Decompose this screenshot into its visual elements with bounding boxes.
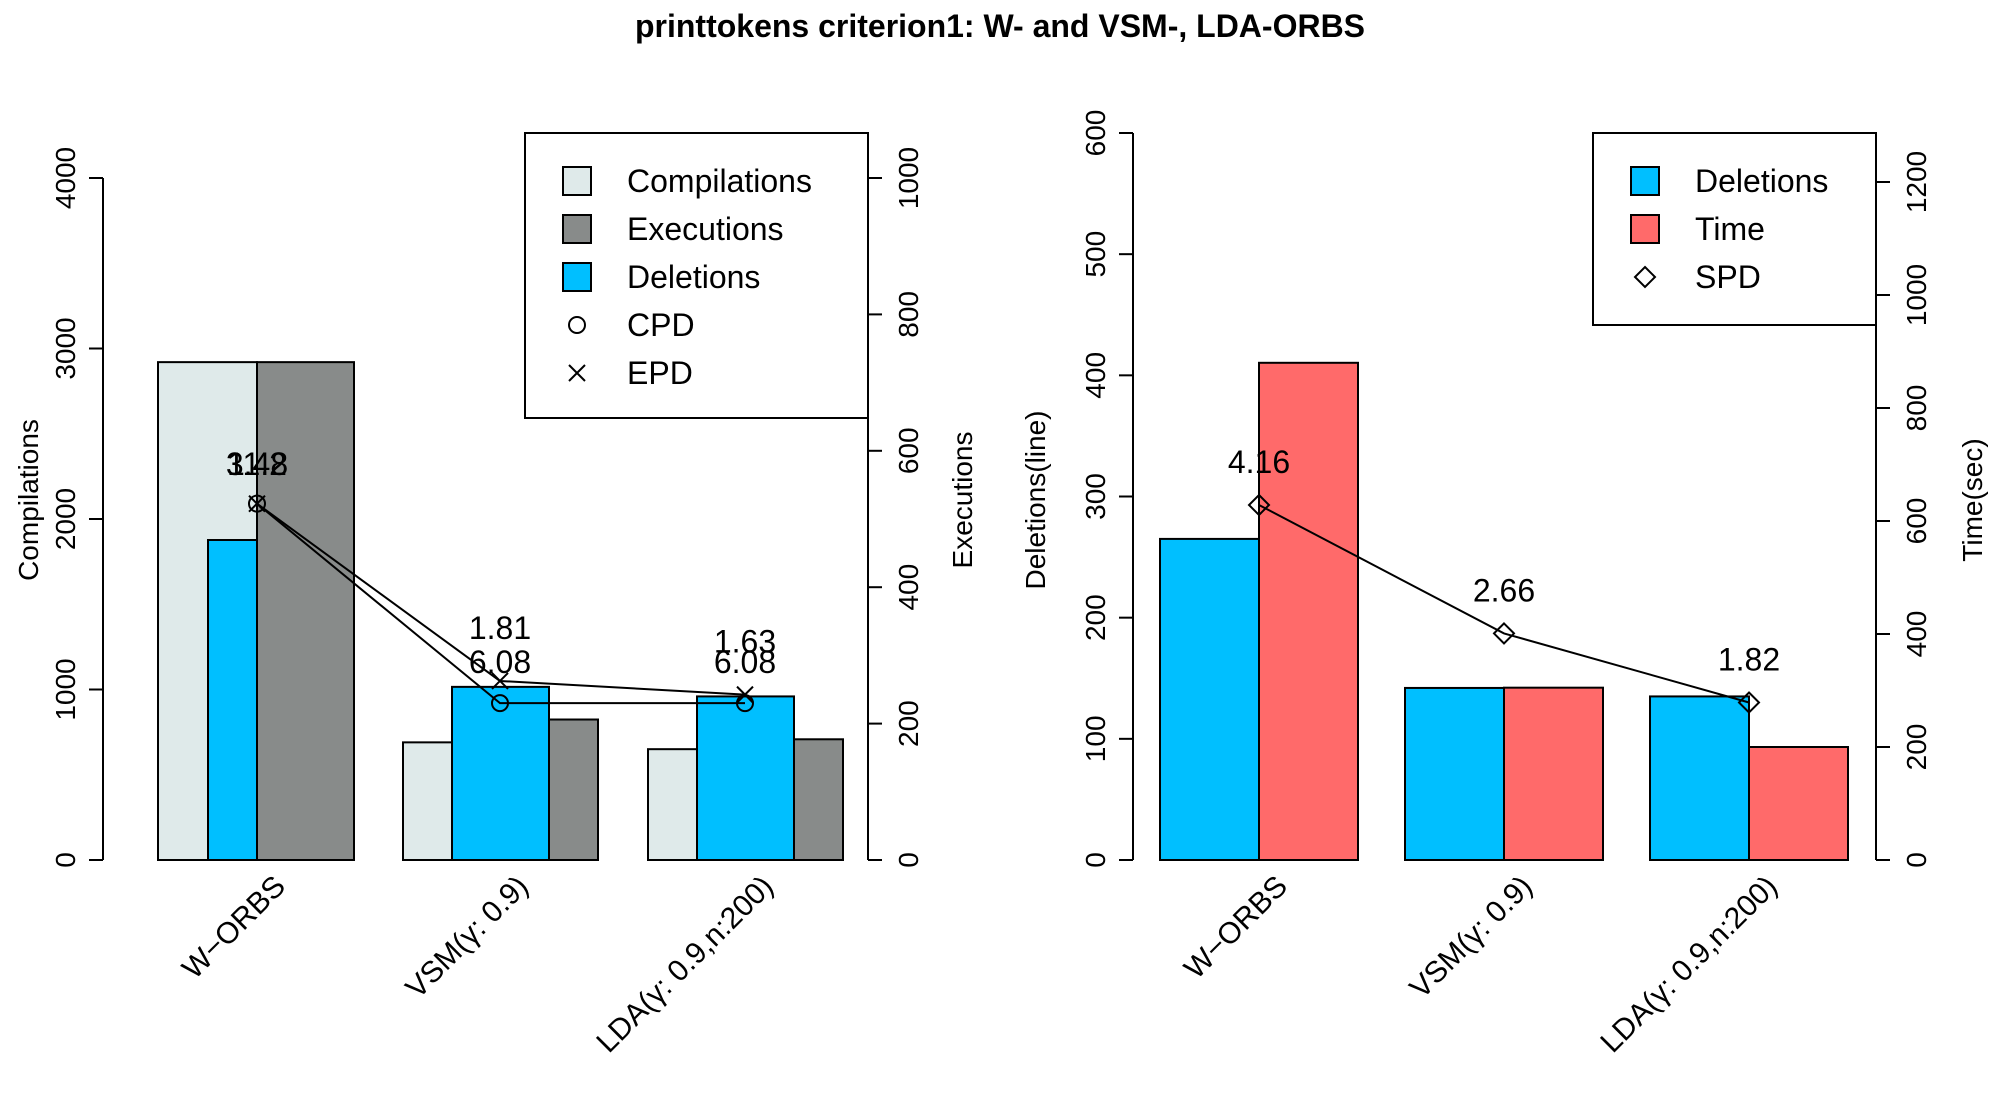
y-tick-label-right: 200 bbox=[893, 700, 924, 747]
legend-label-cpd: CPD bbox=[627, 307, 695, 343]
data-label-spd: 1.82 bbox=[1718, 641, 1780, 677]
data-label-cpd: 6.08 bbox=[714, 644, 776, 680]
legend-label-time: Time bbox=[1695, 211, 1765, 247]
y-tick-label-right: 800 bbox=[1901, 385, 1932, 432]
data-label-spd: 4.16 bbox=[1228, 444, 1290, 480]
legend-swatch-executions bbox=[562, 214, 592, 244]
y-tick-label-right: 200 bbox=[1901, 724, 1932, 771]
y-tick-label-left: 600 bbox=[1080, 110, 1111, 157]
bar-time-1 bbox=[1503, 686, 1604, 861]
y-tick-label-left: 0 bbox=[50, 852, 81, 868]
data-label-epd: 1.63 bbox=[714, 624, 776, 660]
bar-compilations-1 bbox=[402, 741, 453, 861]
line-cpd bbox=[256, 502, 745, 705]
y-tick-label-right: 800 bbox=[893, 291, 924, 338]
marker-cpd-0 bbox=[248, 494, 266, 513]
legend-label-deletions: Deletions bbox=[1695, 163, 1828, 199]
page-title: printtokens criterion1: W- and VSM-, LDA… bbox=[634, 8, 1366, 44]
y-axis-label-left: Compilations bbox=[13, 419, 44, 581]
x-tick-label: LDA(γ: 0.9,n:200) bbox=[590, 870, 780, 1060]
y-tick-label-right: 1200 bbox=[1901, 151, 1932, 213]
marker-cpd-1 bbox=[491, 694, 509, 713]
y-tick-label-left: 4000 bbox=[50, 147, 81, 209]
data-label-epd: 3.48 bbox=[226, 446, 288, 482]
y-tick-label-right: 400 bbox=[893, 564, 924, 611]
bar-executions-2 bbox=[793, 738, 844, 862]
marker-epd-1 bbox=[491, 672, 509, 690]
legend-label-deletions: Deletions bbox=[627, 259, 760, 295]
data-label-cpd: 11.2 bbox=[227, 446, 287, 482]
x-tick-label: VSM(γ: 0.9) bbox=[1404, 870, 1539, 1005]
line-spd bbox=[1258, 504, 1750, 704]
bar-compilations-2 bbox=[647, 748, 698, 861]
legend-label-executions: Executions bbox=[627, 211, 784, 247]
y-tick-label-left: 2000 bbox=[50, 488, 81, 550]
marker-epd-2 bbox=[736, 685, 754, 704]
data-label-cpd: 6.08 bbox=[469, 644, 531, 680]
legend-marker-cpd bbox=[568, 316, 586, 334]
legend-swatch-time bbox=[1630, 214, 1660, 244]
y-tick-label-left: 1000 bbox=[50, 658, 81, 720]
y-tick-label-right: 0 bbox=[893, 852, 924, 868]
y-axis-label-left: Deletions(line) bbox=[1020, 411, 1051, 590]
y-tick-label-left: 300 bbox=[1080, 473, 1111, 520]
y-tick-label-left: 500 bbox=[1080, 231, 1111, 278]
bar-deletions-2 bbox=[1649, 695, 1750, 861]
y-tick-label-right: 600 bbox=[893, 427, 924, 474]
marker-spd-1 bbox=[1492, 622, 1516, 645]
x-tick-label: W−ORBS bbox=[1178, 870, 1294, 986]
marker-spd-2 bbox=[1737, 691, 1761, 714]
bar-deletions-0 bbox=[1159, 537, 1260, 861]
x-tick-label: LDA(γ: 0.9,n:200) bbox=[1594, 870, 1784, 1060]
bar-deletions-1 bbox=[451, 685, 550, 861]
bar-executions-0 bbox=[256, 361, 355, 861]
y-tick-label-right: 600 bbox=[1901, 498, 1932, 545]
legend-swatch-deletions bbox=[562, 262, 592, 292]
y-tick-label-left: 100 bbox=[1080, 715, 1111, 762]
legend-swatch-compilations bbox=[562, 166, 592, 196]
y-tick-label-right: 0 bbox=[1901, 852, 1932, 868]
x-tick-label: W−ORBS bbox=[176, 870, 292, 986]
legend-label-compilations: Compilations bbox=[627, 163, 812, 199]
x-tick-label: VSM(γ: 0.9) bbox=[400, 870, 535, 1005]
y-axis-label-right: Time(sec) bbox=[1957, 438, 1988, 561]
y-tick-label-right: 1000 bbox=[893, 147, 924, 209]
legend-label-spd: SPD bbox=[1695, 259, 1761, 295]
y-axis-label-right: Executions bbox=[947, 432, 978, 569]
legend-marker-spd bbox=[1633, 265, 1657, 289]
marker-spd-0 bbox=[1247, 493, 1271, 517]
bar-deletions-2 bbox=[696, 695, 795, 861]
marker-epd-0 bbox=[248, 494, 266, 513]
data-label-spd: 2.66 bbox=[1473, 572, 1535, 608]
legend-marker-epd bbox=[568, 364, 586, 382]
legend-label-epd: EPD bbox=[627, 355, 693, 391]
y-tick-label-left: 0 bbox=[1080, 852, 1111, 868]
y-tick-label-left: 400 bbox=[1080, 352, 1111, 399]
bar-time-2 bbox=[1748, 746, 1849, 861]
bar-executions-1 bbox=[548, 718, 599, 861]
y-tick-label-left: 3000 bbox=[50, 317, 81, 379]
bar-deletions-1 bbox=[1404, 686, 1505, 862]
y-tick-label-right: 400 bbox=[1901, 611, 1932, 658]
data-label-epd: 1.81 bbox=[469, 610, 531, 646]
bar-time-0 bbox=[1258, 361, 1359, 861]
y-tick-label-left: 200 bbox=[1080, 594, 1111, 641]
legend-swatch-deletions bbox=[1630, 166, 1660, 196]
y-tick-label-right: 1000 bbox=[1901, 264, 1932, 326]
